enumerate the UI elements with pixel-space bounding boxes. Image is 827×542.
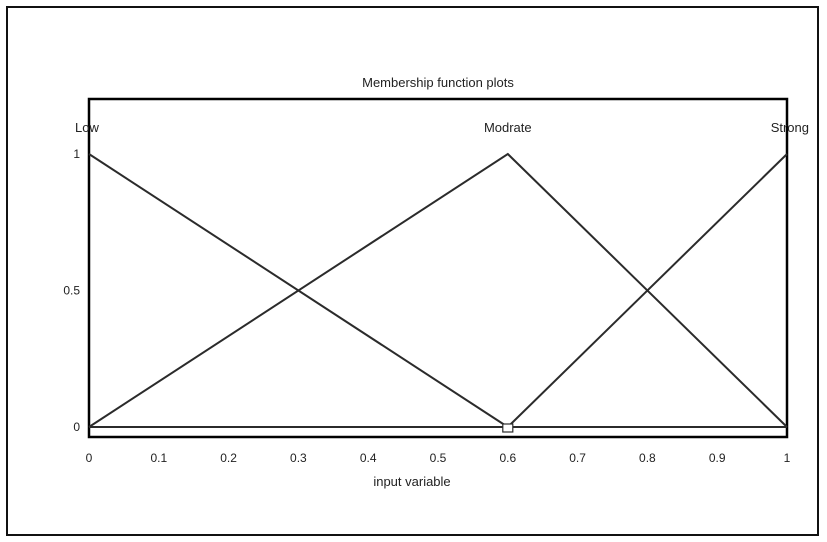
selected-point-marker[interactable] <box>502 423 514 433</box>
plot-area <box>87 97 789 439</box>
y-tick-label: 0 <box>73 420 80 434</box>
series-layer <box>88 152 788 433</box>
x-axis-label: input variable <box>373 474 450 489</box>
x-tick-label: 1 <box>784 451 791 465</box>
x-tick-label: 0.5 <box>430 451 447 465</box>
x-tick-label: 0.4 <box>360 451 377 465</box>
y-tick-labels: 00.51 <box>63 147 80 434</box>
x-tick-labels: 0 0.1 0.2 0.3 0.4 0.5 0.6 0.7 0.8 0.9 1 <box>86 451 791 465</box>
x-tick-label: 0 <box>86 451 93 465</box>
x-tick-label: 0.9 <box>709 451 726 465</box>
series-label-low: Low <box>75 120 99 135</box>
series-labels: Low Modrate Strong <box>75 120 809 135</box>
chart-title: Membership function plots <box>362 75 514 90</box>
x-tick-label: 0.2 <box>220 451 237 465</box>
x-tick-label: 0.1 <box>150 451 167 465</box>
x-tick-label: 0.7 <box>569 451 586 465</box>
x-tick-label: 0.8 <box>639 451 656 465</box>
series-line-strong[interactable] <box>507 153 788 428</box>
series-label-modrate: Modrate <box>484 120 532 135</box>
y-tick-label: 1 <box>73 147 80 161</box>
x-tick-label: 0.3 <box>290 451 307 465</box>
series-line-modrate[interactable] <box>88 152 788 428</box>
series-label-strong: Strong <box>771 120 809 135</box>
x-tick-label: 0.6 <box>499 451 516 465</box>
figure-frame <box>6 6 819 536</box>
y-tick-label: 0.5 <box>63 284 80 298</box>
